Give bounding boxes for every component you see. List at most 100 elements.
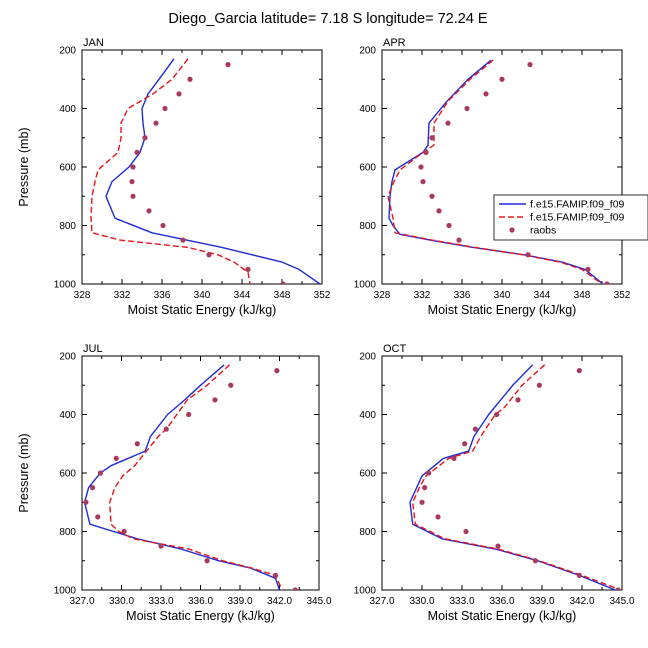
x-tick-label: 336 [454,290,471,301]
raobs-point [472,426,478,432]
y-tick-label: 1000 [54,586,77,597]
x-tick-label: 340 [194,290,211,301]
legend: f.e15.FAMIP.f09_f09f.e15.FAMIP.f09_f09ra… [493,194,648,241]
raobs-point [456,237,462,243]
x-tick-label: 352 [614,290,631,301]
y-tick-label: 400 [359,410,376,421]
raobs-point [435,514,441,520]
x-tick-label: 344 [534,290,551,301]
raobs-point [163,426,169,432]
raobs-point [495,543,501,549]
x-tick-label: 348 [274,290,291,301]
panel-title: OCT [383,343,407,355]
raobs-point [423,149,429,155]
raobs-point [418,164,424,170]
raobs-point [228,382,234,388]
y-tick-label: 800 [59,221,76,232]
series-line-model2 [387,59,603,284]
plot-frame [381,355,623,591]
x-tick-label: 345.0 [306,596,331,607]
raobs-point [274,368,280,374]
raobs-point [483,91,489,97]
raobs-point [97,470,104,476]
x-tick-label: 330.0 [109,596,134,607]
y-tick-label: 600 [359,469,376,480]
raobs-point [89,485,96,491]
raobs-point [160,222,166,229]
panels: JAN 328 332 336 340 344 348 352 200 400 600 800 1000… [17,37,635,623]
raobs-point [576,572,582,578]
raobs-point [445,120,451,126]
raobs-point [451,455,457,461]
y-axis-label: Pressure (mb) [17,433,31,512]
x-tick-label: 339.0 [529,596,554,607]
raobs-point [426,470,432,476]
series-line-model2 [90,58,251,284]
y-tick-label: 600 [359,163,376,174]
raobs-point [176,91,182,97]
legend-swatch-raobs [509,227,515,233]
x-tick-label: 328 [74,290,91,301]
y-tick-label: 800 [59,527,76,538]
panel-jul: JUL 327.0 330.0 333.0 336.0 339.0 342.0 345.0 20… [17,343,332,623]
raobs-point [134,441,140,447]
x-tick-label: 340 [494,290,511,301]
y-tick-label: 200 [359,352,376,363]
x-tick-label: 352 [314,290,331,301]
raobs-point [280,281,286,284]
raobs-point [130,193,136,199]
panel-title: JUL [83,343,103,355]
y-tick-label: 600 [59,469,76,480]
raobs-point [429,135,435,141]
x-axis-label: Moist Static Energy (kJ/kg) [128,303,277,317]
y-tick-label: 1000 [54,280,77,291]
raobs-point [134,149,140,155]
y-tick-label: 200 [359,46,376,57]
panel-jan: JAN 328 332 336 340 344 348 352 200 400 600 800 1000… [17,37,331,317]
raobs-point [419,499,425,505]
y-tick-label: 600 [59,163,76,174]
raobs-point [272,572,279,578]
x-tick-label: 333.0 [148,596,173,607]
x-tick-label: 339.0 [227,596,252,607]
x-tick-label: 344 [234,290,251,301]
y-tick-label: 400 [59,104,76,115]
raobs-point [121,528,127,535]
panel-title: APR [383,37,406,49]
y-tick-label: 800 [359,221,376,232]
raobs-point [212,397,218,403]
series-group [83,364,298,590]
raobs-point [576,368,582,374]
x-tick-label: 332 [114,290,131,301]
raobs-point [615,587,621,590]
x-tick-label: 345.0 [609,596,634,607]
raobs-point [463,528,469,535]
raobs-point [429,193,435,199]
x-tick-label: 342.0 [569,596,594,607]
raobs-point [527,62,533,68]
series-line-model1 [409,364,616,590]
raobs-point [204,558,210,564]
x-tick-label: 348 [574,290,591,301]
raobs-point [420,179,426,185]
raobs-point [153,120,159,126]
raobs-point [462,441,468,447]
raobs-point [146,208,152,214]
plot-frame [81,49,323,285]
raobs-point [536,382,542,388]
raobs-point [83,499,89,505]
raobs-point [186,411,192,418]
x-axis-label: Moist Static Energy (kJ/kg) [126,609,275,623]
y-tick-label: 1000 [354,586,377,597]
x-tick-label: 327.0 [369,596,394,607]
panel-title: JAN [83,37,104,49]
x-tick-label: 336 [154,290,171,301]
legend-label-model2: f.e15.FAMIP.f09_f09 [530,212,625,224]
y-tick-label: 1000 [354,280,377,291]
series-line-model2 [109,364,283,590]
raobs-point [245,266,251,272]
raobs-point [499,76,505,82]
x-tick-label: 328 [374,290,391,301]
raobs-point [532,558,538,564]
